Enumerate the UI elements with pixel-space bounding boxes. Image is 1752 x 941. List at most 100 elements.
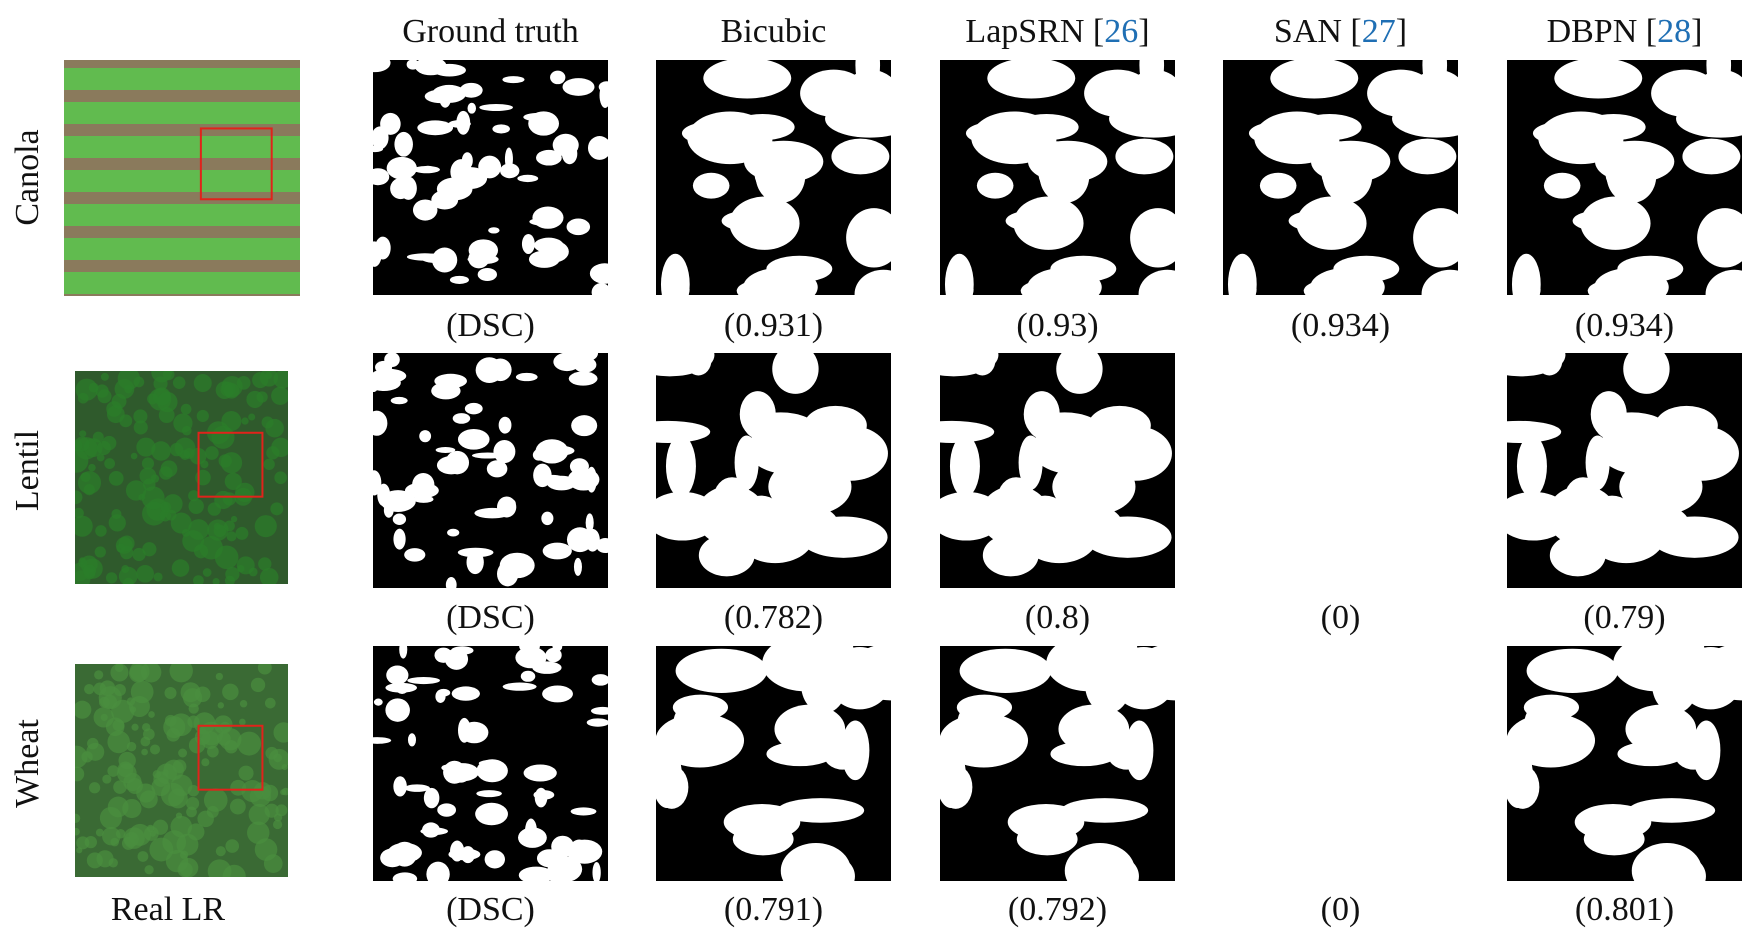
blob: [432, 247, 458, 273]
blob: [1398, 138, 1457, 175]
blob: [373, 368, 407, 384]
dsc-score: (0): [1321, 599, 1361, 636]
blob: [573, 356, 597, 373]
blob: [1516, 435, 1547, 498]
texture: [257, 664, 272, 675]
blob: [1296, 196, 1367, 250]
blob: [1692, 720, 1721, 781]
blob: [987, 60, 1076, 99]
texture: [92, 431, 104, 443]
blob: [656, 713, 745, 768]
blob: [457, 428, 490, 450]
blob: [1587, 507, 1666, 564]
blob: [393, 776, 407, 797]
texture: [183, 688, 203, 708]
texture: [152, 819, 169, 835]
blob: [412, 199, 438, 221]
blob: [449, 275, 469, 284]
texture: [132, 547, 146, 562]
blob: [1013, 196, 1084, 250]
blob: [517, 174, 539, 183]
blob: [825, 99, 891, 138]
blob: [464, 402, 483, 415]
texture: [131, 723, 139, 731]
texture: [275, 804, 288, 817]
blob: [392, 872, 418, 881]
dsc-score: (DSC): [446, 891, 535, 928]
blob: [413, 495, 434, 503]
texture: [142, 542, 157, 557]
blob: [656, 745, 683, 808]
blob: [385, 698, 410, 722]
blob: [1061, 798, 1149, 823]
texture: [95, 828, 104, 837]
blob: [1650, 516, 1739, 558]
blob: [444, 648, 469, 670]
texture: [177, 862, 193, 877]
texture: [148, 711, 155, 718]
texture: [180, 403, 192, 415]
blob: [1654, 854, 1706, 881]
blob: [419, 430, 432, 443]
column-header: Bicubic: [721, 13, 827, 50]
texture: [150, 474, 160, 483]
header-text: SAN [: [1274, 13, 1362, 50]
texture: [133, 420, 148, 435]
texture: [115, 537, 133, 554]
blob: [777, 798, 865, 823]
blob: [1016, 822, 1078, 856]
texture: [222, 864, 246, 877]
blob: [1138, 269, 1175, 295]
column-header: SAN [27]: [1274, 13, 1407, 50]
texture: [105, 572, 118, 584]
blob: [471, 452, 504, 459]
texture: [192, 575, 204, 584]
texture: [108, 471, 124, 486]
blob: [544, 445, 575, 456]
texture: [104, 458, 116, 469]
blob: [500, 163, 520, 179]
blob: [387, 842, 422, 863]
blob: [959, 648, 1052, 693]
blob: [435, 446, 456, 453]
texture: [230, 515, 238, 523]
texture: [259, 567, 279, 584]
texture: [264, 697, 276, 709]
blob: [477, 267, 497, 281]
blob: [404, 784, 430, 792]
texture: [141, 748, 148, 756]
texture: [139, 790, 158, 809]
blob: [421, 165, 435, 172]
row-label: Canola: [9, 129, 46, 225]
segmentation-mask: [1507, 60, 1742, 295]
blob: [1303, 279, 1355, 295]
texture: [265, 746, 279, 760]
blob: [976, 172, 1014, 199]
texture: [273, 813, 283, 822]
texture: [88, 382, 99, 393]
blob: [1628, 798, 1716, 823]
blob: [1109, 99, 1175, 138]
roi-box: [199, 127, 273, 201]
texture: [169, 664, 193, 683]
texture: [80, 472, 91, 483]
row-label: Lentil: [9, 430, 46, 511]
texture: [110, 664, 129, 682]
blob: [675, 648, 768, 693]
texture: [263, 458, 275, 471]
blob: [1254, 111, 1340, 165]
blob: [502, 76, 525, 84]
texture: [86, 742, 105, 761]
segmentation-mask: [1507, 646, 1742, 881]
blob: [467, 102, 477, 114]
texture: [188, 498, 204, 515]
texture: [124, 831, 140, 847]
blob: [566, 218, 591, 236]
blob: [435, 690, 446, 703]
blob: [1511, 253, 1541, 295]
blob: [1678, 646, 1742, 710]
citation: 28: [1657, 13, 1691, 50]
blob: [1538, 111, 1624, 165]
